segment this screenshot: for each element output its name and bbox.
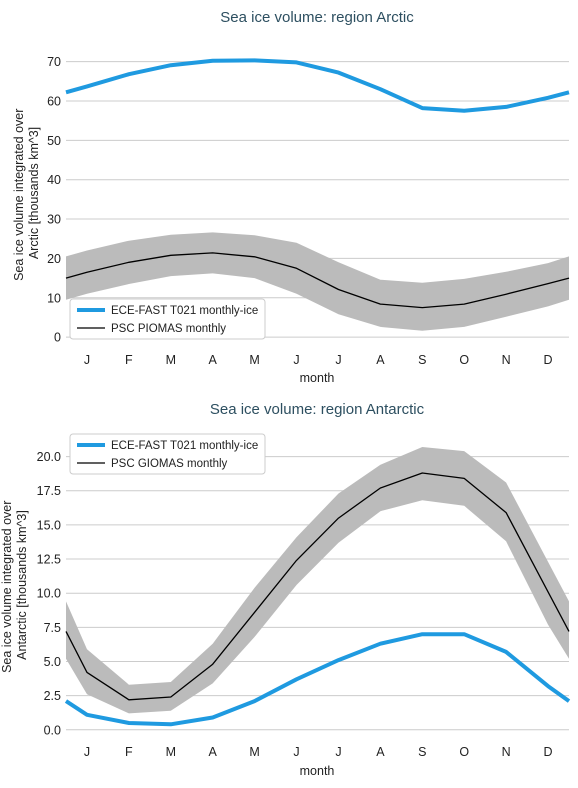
x-tick-label: J <box>84 353 90 367</box>
x-tick-label: M <box>166 353 176 367</box>
x-tick-label: J <box>335 353 341 367</box>
y-tick-label: 60 <box>47 94 61 108</box>
y-tick-label: 10.0 <box>37 587 61 601</box>
series-line-1 <box>65 472 570 701</box>
x-axis-label: month <box>300 371 335 385</box>
y-tick-labels: 0.0 2.5 5.0 7.5 10.0 12.5 15.0 17.5 20.0 <box>37 450 61 737</box>
series-line-0 <box>64 632 571 727</box>
x-tick-label: S <box>418 353 426 367</box>
x-tick-label: D <box>544 745 553 759</box>
y-axis-label: Sea ice volume integrated over Antarctic… <box>0 497 29 673</box>
series-line-1 <box>65 252 570 309</box>
x-tick-label: F <box>125 745 133 759</box>
y-tick-label: 17.5 <box>37 484 61 498</box>
x-tick-label: S <box>418 745 426 759</box>
x-tick-label: N <box>502 745 511 759</box>
y-axis-label-line-2: Arctic [thousands km^3] <box>27 127 41 259</box>
chart-title: Sea ice volume: region Antarctic <box>210 401 425 418</box>
legend-label-series-0: ECE-FAST T021 monthly-ice <box>111 305 258 317</box>
y-tick-label: 30 <box>47 213 61 227</box>
x-tick-label: F <box>125 353 133 367</box>
y-axis-label-line-2: Antarctic [thousands km^3] <box>15 510 29 660</box>
x-tick-label: A <box>376 745 385 759</box>
legend-frame <box>69 298 266 340</box>
x-tick-label: J <box>335 745 341 759</box>
y-tick-label: 0.0 <box>44 723 61 737</box>
y-tick-label: 5.0 <box>44 655 61 669</box>
y-tick-label: 12.5 <box>37 553 61 567</box>
legend: ECE-FAST T021 monthly-ice PSC GIOMAS mon… <box>69 433 266 475</box>
legend-label-series-0: ECE-FAST T021 monthly-ice <box>111 440 258 452</box>
legend: ECE-FAST T021 monthly-ice PSC PIOMAS mon… <box>69 298 266 340</box>
x-tick-label: J <box>293 353 299 367</box>
x-axis-label: month <box>300 764 335 778</box>
uncertainty-band-series-1 <box>66 447 569 714</box>
y-axis-label-line-1: Sea ice volume integrated over <box>0 501 14 673</box>
y-tick-label: 15.0 <box>37 518 61 532</box>
y-axis-label: Sea ice volume integrated over Arctic [t… <box>12 105 41 281</box>
series-line-0 <box>65 58 570 113</box>
legend-frame <box>69 433 266 475</box>
x-tick-label: A <box>209 353 218 367</box>
y-tick-label: 20 <box>47 252 61 266</box>
y-tick-label: 70 <box>47 55 61 69</box>
x-tick-label: A <box>209 745 218 759</box>
x-tick-label: O <box>459 745 469 759</box>
x-tick-label: J <box>293 745 299 759</box>
band-layer <box>66 447 569 714</box>
x-tick-label: J <box>84 745 90 759</box>
chart-title: Sea ice volume: region Arctic <box>220 9 414 26</box>
line-layer <box>65 58 570 309</box>
y-tick-label: 50 <box>47 134 61 148</box>
y-tick-label: 0 <box>54 331 61 345</box>
x-tick-label: A <box>376 353 385 367</box>
y-tick-label: 20.0 <box>37 450 61 464</box>
y-tick-label: 7.5 <box>44 621 61 635</box>
x-tick-label: D <box>544 353 553 367</box>
arctic-chart: Sea ice volume: region Arctic 0 10 20 30 40 5… <box>12 9 570 385</box>
antarctic-chart: Sea ice volume: region Antarctic 0.0 2.5 5… <box>0 401 571 778</box>
y-axis-label-line-1: Sea ice volume integrated over <box>12 109 26 281</box>
legend-label-series-1: PSC GIOMAS monthly <box>111 458 228 470</box>
x-tick-label: M <box>166 745 176 759</box>
x-tick-label: N <box>502 353 511 367</box>
line-layer <box>64 472 571 727</box>
x-tick-label: O <box>459 353 469 367</box>
x-tick-label: M <box>249 745 259 759</box>
y-tick-labels: 0 10 20 30 40 50 60 70 <box>47 55 61 345</box>
y-tick-label: 2.5 <box>44 689 61 703</box>
x-tick-label: M <box>249 353 259 367</box>
legend-label-series-1: PSC PIOMAS monthly <box>111 323 226 335</box>
y-tick-label: 10 <box>47 291 61 305</box>
y-tick-label: 40 <box>47 173 61 187</box>
